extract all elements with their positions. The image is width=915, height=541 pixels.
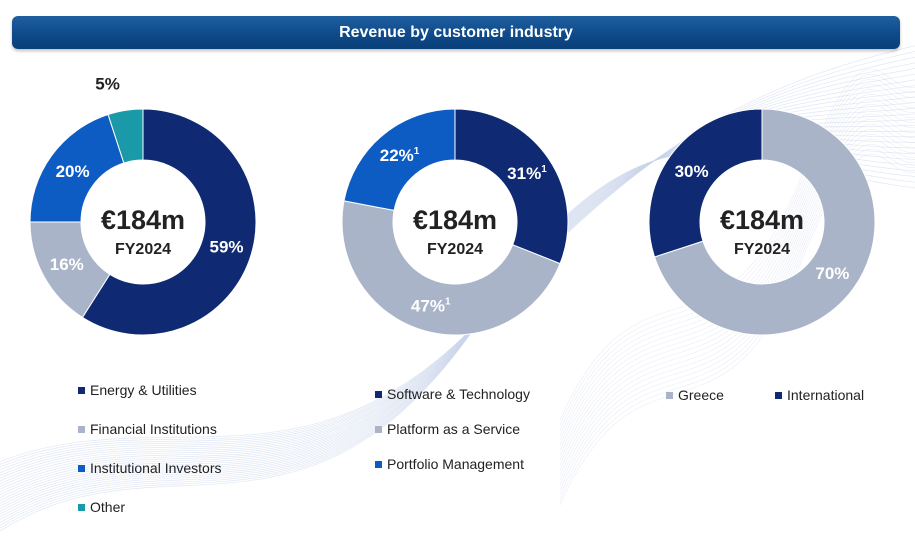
center-label: FY2024 [115, 241, 171, 258]
center-value: €184m [720, 205, 804, 235]
legend-label: Energy & Utilities [90, 382, 197, 398]
legend-label: Portfolio Management [387, 456, 524, 472]
legend-item: Greece [666, 387, 724, 403]
donut-slice [653, 108, 876, 336]
donut-slice [107, 108, 144, 164]
legend-item: Other [78, 499, 125, 515]
legend-swatch [375, 390, 382, 398]
title-banner: Revenue by customer industry [12, 16, 900, 49]
legend-item: International [775, 387, 864, 403]
legend-swatch [666, 391, 673, 399]
slice-label: 59% [210, 237, 244, 256]
slice-label: 30% [675, 162, 709, 181]
legend-swatch [775, 391, 782, 399]
center-label: FY2024 [427, 241, 483, 258]
legend-label: International [787, 387, 865, 403]
legend-swatch [78, 503, 85, 511]
legend-swatch [375, 460, 382, 468]
legend-swatch [375, 425, 382, 433]
legend-label: Institutional Investors [90, 460, 222, 476]
slice-label: 5% [95, 75, 120, 94]
slice-label: 31%1 [507, 164, 547, 183]
legend-item: Portfolio Management [375, 456, 524, 472]
donut-slice [341, 200, 561, 336]
center-value: €184m [101, 205, 185, 235]
donut-slice [81, 108, 257, 336]
donut-slice [648, 108, 763, 258]
legend-item: Financial Institutions [78, 421, 217, 437]
slice-label: 22%1 [380, 146, 420, 165]
legend-swatch [78, 386, 85, 394]
chart-title: Revenue by customer industry [339, 23, 573, 41]
legend-item: Institutional Investors [78, 460, 222, 476]
slice-label: 70% [815, 264, 849, 283]
legend-swatch [78, 464, 85, 472]
donut-slice [29, 113, 125, 223]
legend-item: Platform as a Service [375, 421, 520, 437]
slice-label: 20% [56, 162, 90, 181]
legend-item: Software & Technology [375, 386, 530, 402]
legend-swatch [78, 425, 85, 433]
legend-label: Financial Institutions [90, 421, 217, 437]
legend-label: Greece [678, 387, 724, 403]
slice-label: 47%1 [411, 297, 451, 316]
legend-label: Software & Technology [387, 386, 530, 402]
legend-label: Platform as a Service [387, 421, 521, 437]
donut-slice [454, 108, 569, 265]
slice-label: 16% [50, 255, 84, 274]
legend-label: Other [90, 499, 126, 515]
center-value: €184m [413, 205, 497, 235]
legend-item: Energy & Utilities [78, 382, 197, 398]
center-label: FY2024 [734, 241, 790, 258]
donut-slice [343, 108, 456, 211]
